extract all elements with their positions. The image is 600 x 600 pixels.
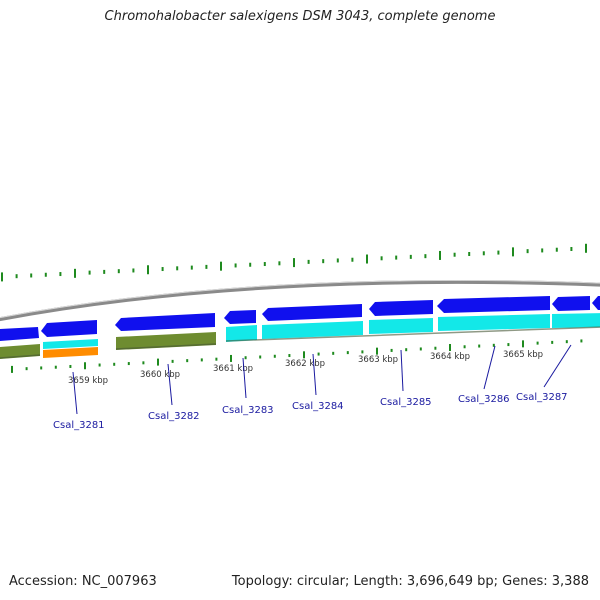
cds-arrow[interactable] (41, 320, 97, 337)
gene-label[interactable]: Csal_3286 (458, 394, 510, 405)
cds-arrow[interactable] (369, 300, 433, 316)
cds-arrow[interactable] (552, 296, 590, 311)
kbp-tick-label: 3661 kbp (213, 364, 253, 374)
cds-arrow[interactable] (592, 296, 600, 310)
cog-block-cyan[interactable] (226, 325, 257, 342)
gene-callouts (72, 344, 572, 415)
gene-label[interactable]: Csal_3287 (516, 392, 568, 403)
gene-label[interactable]: Csal_3284 (292, 401, 344, 412)
cog-block-cyan[interactable] (552, 313, 600, 328)
gene-label[interactable]: Csal_3283 (222, 405, 274, 416)
kbp-tick-label: 3660 kbp (140, 370, 180, 380)
map-title: Chromohalobacter salexigens DSM 3043, co… (104, 9, 496, 24)
kbp-scale: 3659 kbp 3660 kbp 3661 kbp 3662 kbp 3663… (68, 350, 543, 386)
kbp-tick-label: 3664 kbp (430, 352, 470, 362)
cds-arrow[interactable] (115, 313, 215, 331)
gene-label-group: Csal_3281 Csal_3282 Csal_3283 Csal_3284 … (53, 392, 568, 431)
cds-arrow[interactable] (437, 296, 550, 313)
cog-block-green[interactable] (116, 332, 216, 350)
cog-block-cyan[interactable] (262, 321, 363, 339)
cds-ring (0, 296, 600, 341)
accession-text: Accession: NC_007963 (9, 574, 157, 589)
cds-arrow[interactable] (262, 304, 362, 321)
genome-summary-text: Topology: circular; Length: 3,696,649 bp… (231, 574, 589, 589)
cog-block-orange[interactable] (43, 347, 98, 358)
cog-block-cyan[interactable] (369, 318, 433, 334)
gene-label[interactable]: Csal_3285 (380, 397, 432, 408)
gene-label[interactable]: Csal_3282 (148, 411, 200, 422)
inner-tick-ring (11, 339, 583, 373)
gene-label[interactable]: Csal_3281 (53, 420, 105, 431)
cog-block-cyan[interactable] (43, 339, 98, 349)
kbp-tick-label: 3662 kbp (285, 359, 325, 369)
cds-arrow[interactable] (224, 310, 256, 324)
outer-tick-ring (1, 243, 587, 282)
kbp-tick-label: 3663 kbp (358, 355, 398, 365)
kbp-tick-label: 3665 kbp (503, 350, 543, 360)
cds-arrow[interactable] (0, 327, 39, 341)
kbp-tick-label: 3659 kbp (68, 376, 108, 386)
cog-block-cyan[interactable] (438, 314, 550, 331)
genome-backbone (0, 279, 600, 322)
cog-ring (0, 313, 600, 359)
